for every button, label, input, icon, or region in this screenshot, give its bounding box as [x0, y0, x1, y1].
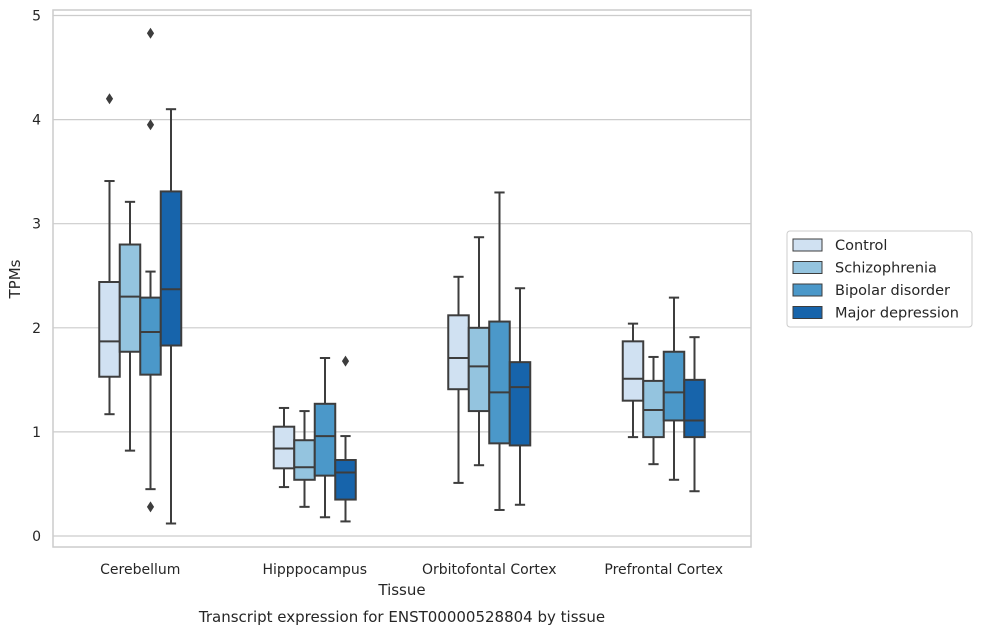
series-group [139, 27, 686, 519]
legend-swatch [792, 283, 823, 297]
series-group [98, 93, 645, 489]
grid-lines [53, 14, 751, 537]
legend-swatch [792, 306, 823, 319]
plot-area-frame [52, 9, 752, 548]
y-tick-label: 1 [32, 425, 41, 441]
chart-caption: Transcript expression for ENST0000052880… [198, 608, 605, 626]
box [293, 439, 316, 481]
series-group [118, 200, 665, 508]
x-axis-label: Tissue [377, 581, 425, 599]
box [313, 402, 337, 477]
y-tick-label: 2 [32, 321, 41, 337]
box [272, 425, 296, 470]
box [159, 190, 183, 347]
x-tick-label: Prefrontal Cortex [604, 562, 723, 578]
x-tick-labels: Cerebellum Hipppocampus Orbitofontal Corte… [100, 562, 723, 578]
y-axis-label: TPMs [6, 259, 24, 299]
outlier-point [146, 27, 155, 39]
box [488, 320, 511, 445]
outlier-point [341, 355, 350, 367]
box [447, 314, 470, 391]
legend-entry: Major depression [835, 306, 959, 322]
box [508, 361, 532, 447]
legend-entry: Control [835, 238, 887, 254]
y-tick-labels: 0 1 2 3 4 5 [32, 9, 41, 546]
box [334, 459, 357, 501]
box [683, 378, 706, 439]
series-group [159, 108, 706, 525]
box [98, 280, 121, 378]
legend: Control Schizophrenia Bipolar disorder Majo… [786, 230, 973, 328]
outlier-point [146, 119, 155, 131]
box [139, 296, 162, 376]
outlier-point [105, 93, 114, 105]
x-tick-label: Hipppocampus [262, 562, 367, 578]
legend-frame [786, 230, 973, 328]
x-tick-label: Cerebellum [100, 562, 180, 578]
box [642, 379, 665, 439]
legend-entry: Bipolar disorder [835, 283, 950, 299]
outlier-point [146, 501, 155, 513]
legend-swatch [792, 238, 823, 252]
legend-swatch [792, 261, 823, 274]
box [621, 340, 645, 402]
y-tick-label: 3 [32, 217, 41, 233]
y-tick-label: 5 [32, 9, 41, 25]
x-tick-label: Orbitofontal Cortex [422, 562, 557, 578]
box-series [98, 27, 706, 525]
y-tick-label: 0 [32, 529, 41, 545]
box [467, 326, 491, 413]
box [662, 350, 686, 422]
legend-entry: Schizophrenia [835, 261, 937, 277]
y-tick-label: 4 [32, 113, 41, 129]
box [118, 243, 142, 353]
